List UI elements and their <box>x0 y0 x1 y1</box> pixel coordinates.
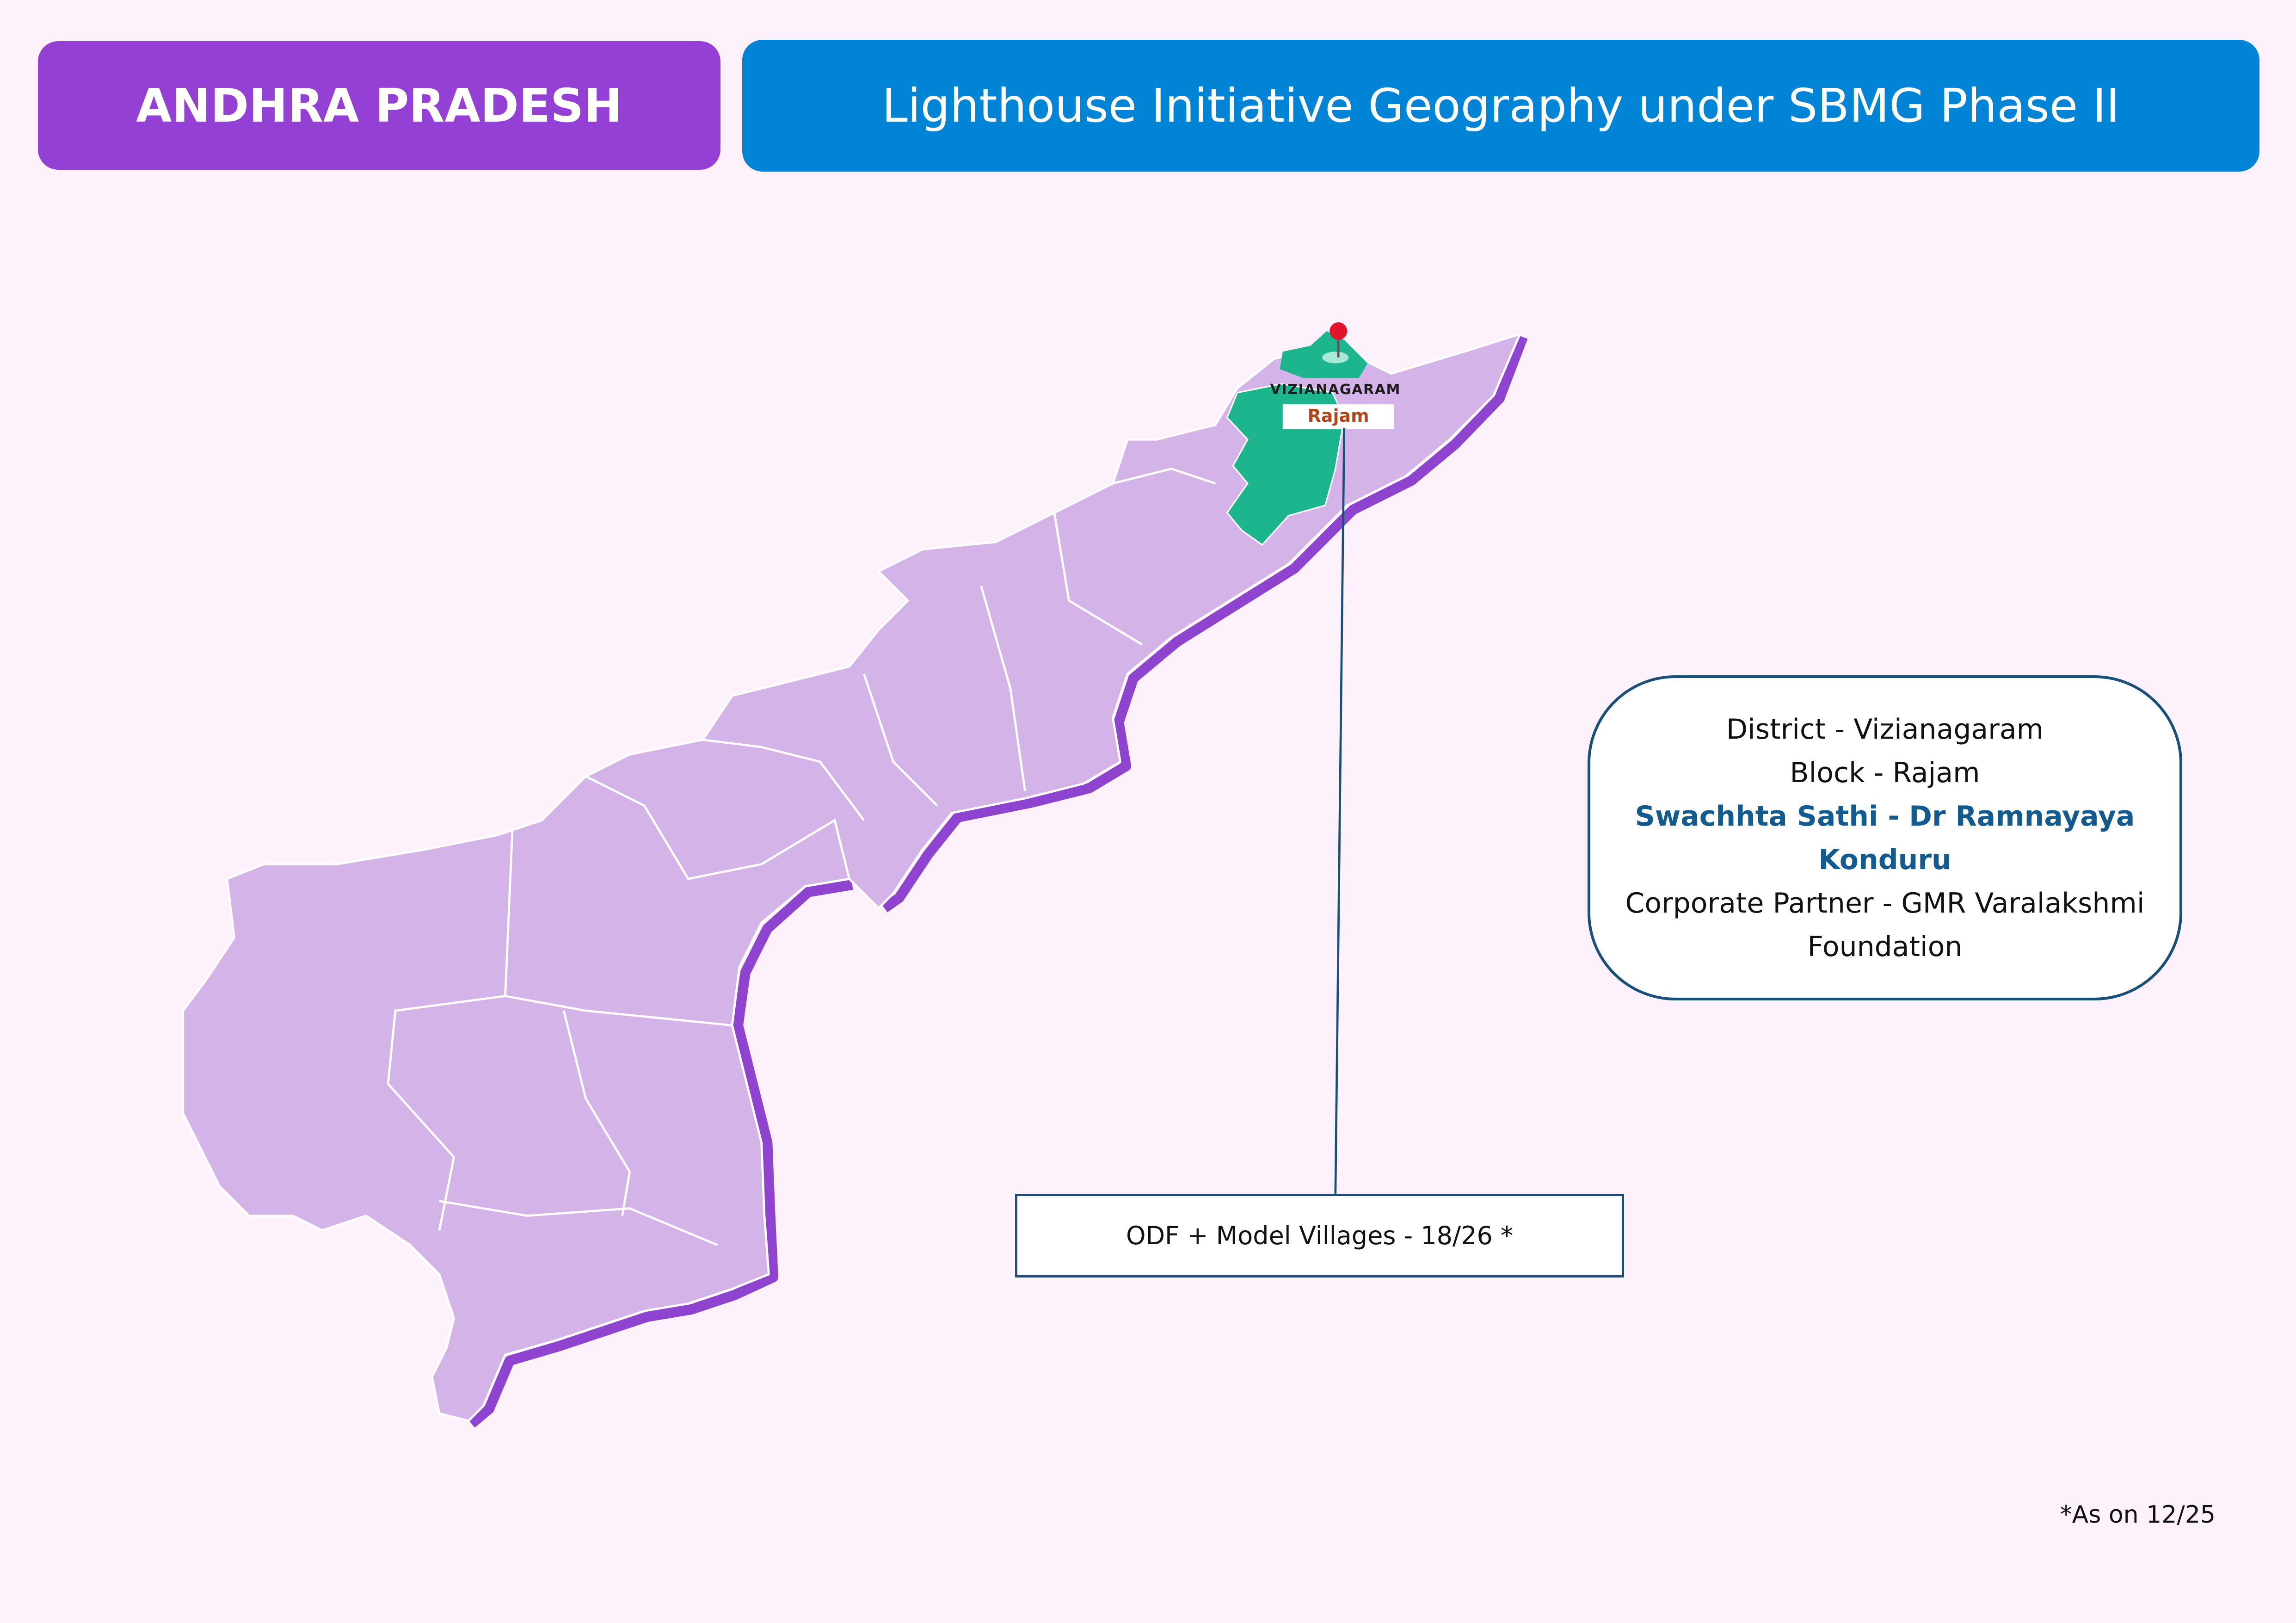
state-outline <box>182 332 1522 1422</box>
footnote: *As on 12/25 <box>2060 1501 2216 1529</box>
info-line: Block - Rajam <box>1790 756 1980 789</box>
pin-head <box>1330 322 1348 340</box>
info-line: Swachhta Sathi - Dr Ramnayaya Konduru <box>1635 800 2135 876</box>
block-label-box <box>1282 404 1394 430</box>
info-line: District - Vizianagaram <box>1726 713 2044 746</box>
district-inset <box>1280 331 1368 378</box>
title-header: Lighthouse Initiative Geography under SB… <box>742 40 2259 172</box>
info-box: District - Vizianagaram Block - Rajam Sw… <box>1588 675 2182 1000</box>
leader-line <box>1334 427 1346 1194</box>
stat-box: ODF + Model Villages - 18/26 * <box>1015 1194 1624 1277</box>
pin-base <box>1322 352 1349 364</box>
coast-band <box>468 335 1528 1428</box>
info-line: Corporate Partner - GMR Varalakshmi Foun… <box>1625 887 2145 963</box>
district-borders <box>387 468 1216 1246</box>
district-label: VIZIANAGARAM <box>1270 382 1401 398</box>
state-header: ANDHRA PRADESH <box>38 41 720 170</box>
block-label: Rajam <box>1308 406 1369 426</box>
